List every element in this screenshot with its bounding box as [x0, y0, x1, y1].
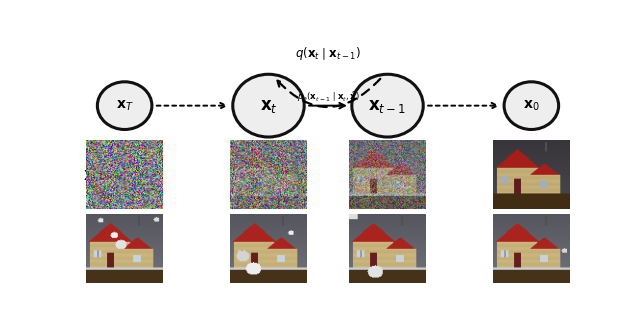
- Ellipse shape: [352, 74, 423, 137]
- Text: $\mathbf{x}_t$: $\mathbf{x}_t$: [260, 96, 277, 115]
- Text: $q(\mathbf{x}_t \mid \mathbf{x}_{t-1})$: $q(\mathbf{x}_t \mid \mathbf{x}_{t-1})$: [295, 45, 361, 62]
- Text: $p_\theta(\mathbf{x}_{t-1} \mid \mathbf{x}_t, \tilde{\mathbf{x}})$: $p_\theta(\mathbf{x}_{t-1} \mid \mathbf{…: [296, 90, 360, 104]
- Ellipse shape: [97, 82, 152, 129]
- Ellipse shape: [504, 82, 559, 129]
- Text: $\mathbf{x}_t$: $\mathbf{x}_t$: [83, 167, 101, 185]
- Ellipse shape: [233, 74, 304, 137]
- Text: $\mathbf{x}_T$: $\mathbf{x}_T$: [116, 98, 134, 113]
- Text: $\mathbf{x}_0$: $\mathbf{x}_0$: [523, 98, 540, 113]
- Text: $\tilde{\mathbf{x}}$: $\tilde{\mathbf{x}}$: [86, 234, 99, 253]
- Text: $\mathbf{x}_{t-1}$: $\mathbf{x}_{t-1}$: [369, 96, 406, 115]
